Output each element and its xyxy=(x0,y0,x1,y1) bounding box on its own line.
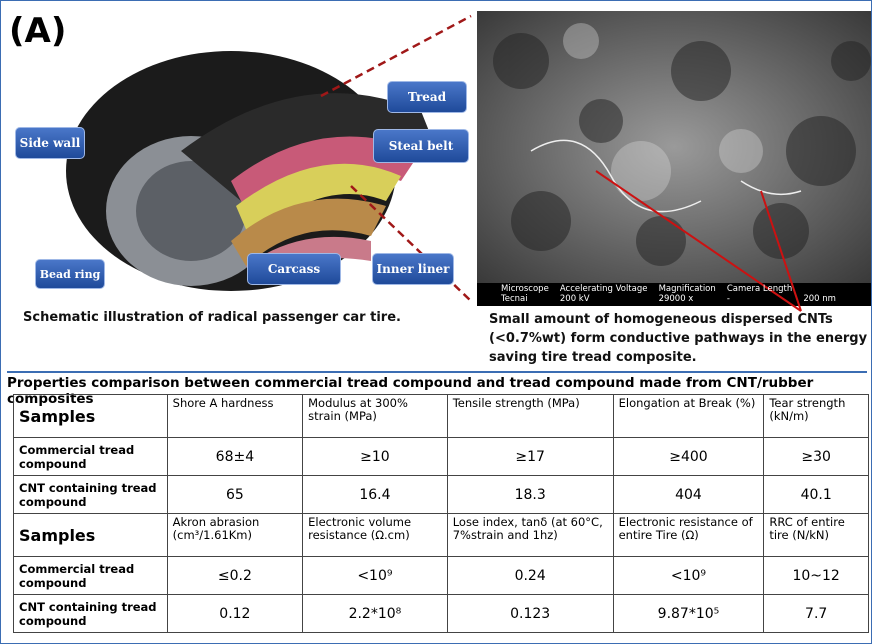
cell: <10⁹ xyxy=(613,557,764,595)
cell: 16.4 xyxy=(303,476,448,514)
tem-info-cell: Magnification xyxy=(659,284,721,294)
tem-info-cell: Tecnai xyxy=(501,294,554,304)
tem-info-cell: 200 kV xyxy=(560,294,653,304)
cell: ≥30 xyxy=(764,438,869,476)
header-cell: Samples xyxy=(14,514,168,557)
header-cell: Tear strength (kN/m) xyxy=(764,395,869,438)
header-cell: Shore A hardness xyxy=(167,395,302,438)
tem-scale xyxy=(803,284,841,294)
tire-label: Bead ring xyxy=(35,259,105,289)
cell: Commercial tread compound xyxy=(14,557,168,595)
cell: 0.12 xyxy=(167,595,302,633)
cell: Commercial tread compound xyxy=(14,438,168,476)
cell: 68±4 xyxy=(167,438,302,476)
caption: Schematic illustration of radical passen… xyxy=(23,308,463,327)
cell: 0.24 xyxy=(447,557,613,595)
tem-info-cell: 29000 x xyxy=(659,294,721,304)
header-cell: Electronic resistance of entire Tire (Ω) xyxy=(613,514,764,557)
cell: ≥10 xyxy=(303,438,448,476)
tire-label: Inner liner xyxy=(372,253,454,285)
tem-info-cell: Accelerating Voltage xyxy=(560,284,653,294)
tire-label: Side wall xyxy=(15,127,85,159)
cell: <10⁹ xyxy=(303,557,448,595)
figure: (A) Tread Steal belt Side wall Carcass I… xyxy=(0,0,872,644)
tem-info-cell: Camera Length xyxy=(727,284,797,294)
header-cell: Lose index, tanδ (at 60°C, 7%strain and … xyxy=(447,514,613,557)
cell: ≤0.2 xyxy=(167,557,302,595)
cell: 10~12 xyxy=(764,557,869,595)
tire-label: Tread xyxy=(387,81,467,113)
tem-info-cell: Microscope xyxy=(501,284,554,294)
caption: Small amount of homogeneous dispersed CN… xyxy=(489,310,869,367)
header-cell: Akron abrasion (cm³/1.61Km) xyxy=(167,514,302,557)
cell: CNT containing tread compound xyxy=(14,595,168,633)
header-cell: RRC of entire tire (N/kN) xyxy=(764,514,869,557)
cell: 40.1 xyxy=(764,476,869,514)
tem-image xyxy=(477,11,871,306)
cell: 9.87*10⁵ xyxy=(613,595,764,633)
panel-label: (A) xyxy=(9,11,66,51)
cell: 2.2*10⁸ xyxy=(303,595,448,633)
header-cell: Samples xyxy=(14,395,168,438)
tem-info: Microscope Accelerating Voltage Magnificat… xyxy=(501,284,841,304)
header-cell: Modulus at 300% strain (MPa) xyxy=(303,395,448,438)
cell: ≥400 xyxy=(613,438,764,476)
header-cell: Electronic volume resistance (Ω.cm) xyxy=(303,514,448,557)
tem-info-cell: - xyxy=(727,294,797,304)
cell: 18.3 xyxy=(447,476,613,514)
cell: ≥17 xyxy=(447,438,613,476)
tire-label: Carcass xyxy=(247,253,341,285)
cell: 404 xyxy=(613,476,764,514)
header-cell: Tensile strength (MPa) xyxy=(447,395,613,438)
tire-label: Steal belt xyxy=(373,129,469,163)
tem-scale: 200 nm xyxy=(803,294,841,304)
cell: CNT containing tread compound xyxy=(14,476,168,514)
tem-info-grid: Microscope Accelerating Voltage Magnificat… xyxy=(501,284,841,304)
header-cell: Elongation at Break (%) xyxy=(613,395,764,438)
cell: 7.7 xyxy=(764,595,869,633)
cell: 65 xyxy=(167,476,302,514)
cell: 0.123 xyxy=(447,595,613,633)
